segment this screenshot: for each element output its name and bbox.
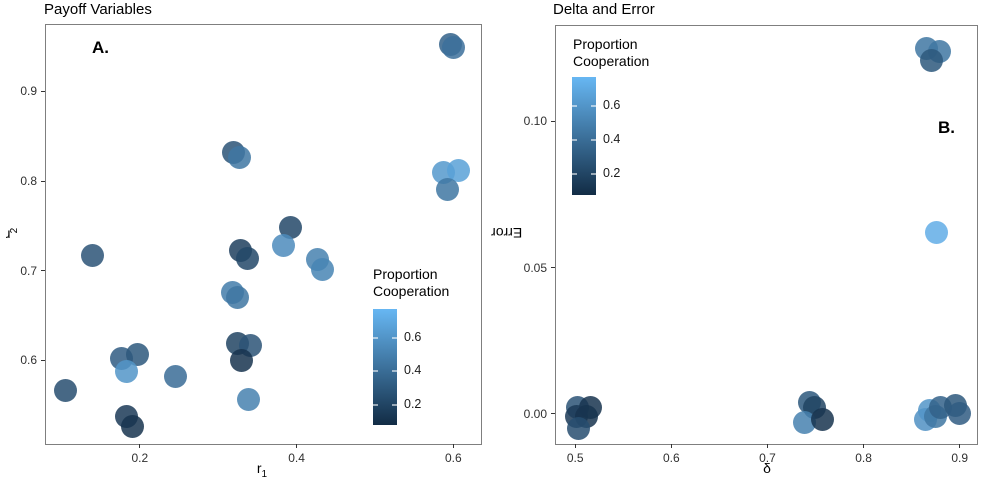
x-axis-tick-label: 0.7 xyxy=(759,451,776,465)
x-axis-tick xyxy=(766,444,768,448)
data-point xyxy=(53,379,77,403)
chart-a-title: Payoff Variables xyxy=(44,1,152,18)
legend-tick-dash xyxy=(591,173,596,176)
data-point xyxy=(446,158,470,182)
x-axis-tick xyxy=(670,444,672,448)
y-axis-tick xyxy=(551,120,555,122)
y-axis-tick-label: 0.7 xyxy=(20,263,37,278)
y-axis-title-text: r xyxy=(5,227,11,244)
y-axis-tick xyxy=(41,270,45,272)
panel-payoff-variables: Payoff Variables A. r1 r2 Proportion Coo… xyxy=(0,1,482,480)
x-axis-tick-label: 0.5 xyxy=(566,451,584,465)
data-point xyxy=(120,415,144,439)
legend-tick-label: 0.6 xyxy=(404,329,422,344)
data-point xyxy=(566,416,590,440)
chart-b-title: Delta and Error xyxy=(553,1,655,18)
data-point xyxy=(793,411,817,435)
y-axis-title-text: Error xyxy=(491,224,523,241)
chart-a-x-axis-title: r1 xyxy=(232,460,292,480)
chart-a-legend-title: Proportion Cooperation xyxy=(373,266,449,300)
chart-b-panel-label: B. xyxy=(938,118,955,137)
y-axis-tick-label: 0.10 xyxy=(523,114,547,129)
x-axis-tick xyxy=(574,444,576,448)
legend-tick-dash xyxy=(392,370,397,373)
data-point xyxy=(235,246,259,270)
x-axis-tick-label: 0.6 xyxy=(445,451,462,465)
chart-b-legend-title: Proportion Cooperation xyxy=(573,36,649,70)
data-point xyxy=(810,408,834,432)
x-axis-title-text: δ xyxy=(763,460,771,476)
legend-tick-dash xyxy=(572,105,577,108)
y-axis-tick xyxy=(551,267,555,269)
y-axis-tick-label: 0.6 xyxy=(20,353,37,368)
chart-b-x-axis-title: δ xyxy=(737,460,797,480)
chart-a-legend-gradient-bar xyxy=(373,309,397,425)
y-axis-tick-label: 0.9 xyxy=(20,84,37,99)
x-axis-tick-label: 0.6 xyxy=(662,451,680,465)
legend-tick-dash xyxy=(373,336,378,339)
data-point xyxy=(80,243,104,267)
y-axis-tick xyxy=(41,359,45,361)
x-axis-tick-label: 0.2 xyxy=(131,451,149,465)
y-axis-tick-label: 0.8 xyxy=(20,174,37,188)
data-point xyxy=(115,359,138,383)
x-axis-title-subscript: 1 xyxy=(261,468,268,480)
legend-tick-label: 0.6 xyxy=(603,98,621,113)
legend-title-line2: Cooperation xyxy=(573,53,650,69)
x-axis-tick xyxy=(959,444,961,448)
legend-tick-label: 0.4 xyxy=(404,363,422,378)
legend-title-line2: Cooperation xyxy=(373,283,450,299)
data-point xyxy=(163,365,187,389)
data-point xyxy=(230,348,254,372)
x-axis-tick-label: 0.4 xyxy=(288,451,305,465)
data-point xyxy=(441,35,465,59)
data-point xyxy=(435,178,459,202)
data-point xyxy=(920,48,944,72)
chart-b-legend-gradient-bar xyxy=(572,77,596,195)
data-point xyxy=(278,216,302,240)
data-point xyxy=(227,146,251,170)
y-axis-tick xyxy=(41,180,45,182)
data-point xyxy=(125,342,149,366)
y-axis-tick xyxy=(41,90,45,92)
legend-tick-dash xyxy=(373,403,378,406)
legend-tick-label: 0.2 xyxy=(404,396,422,411)
x-axis-tick xyxy=(296,444,298,448)
x-axis-tick xyxy=(863,444,865,448)
legend-tick-dash xyxy=(572,139,577,142)
panel-delta-and-error: Delta and Error B. δ Error Proportion Co… xyxy=(491,0,982,482)
legend-tick-label: 0.2 xyxy=(603,166,621,181)
data-point xyxy=(271,234,295,258)
x-axis-tick xyxy=(452,444,454,448)
legend-tick-dash xyxy=(591,105,596,108)
x-axis-tick-label: 0.9 xyxy=(951,451,968,465)
x-axis-title-text: r xyxy=(256,460,262,476)
data-point xyxy=(948,402,972,426)
data-point xyxy=(226,286,250,310)
y-axis-tick-label: 0.00 xyxy=(523,406,547,421)
data-point xyxy=(237,388,261,412)
chart-a-y-axis-title: r2 xyxy=(0,198,20,268)
data-point xyxy=(310,258,334,282)
legend-title-line1: Proportion xyxy=(373,266,438,282)
legend-title-line1: Proportion xyxy=(573,36,638,52)
chart-a-panel-label: A. xyxy=(92,38,109,57)
legend-tick-dash xyxy=(373,370,378,373)
legend-tick-dash xyxy=(572,173,577,176)
x-axis-tick xyxy=(139,444,141,448)
x-axis-tick-label: 0.8 xyxy=(855,451,872,465)
legend-tick-label: 0.4 xyxy=(603,132,621,147)
y-axis-tick xyxy=(551,413,555,415)
chart-b-y-axis-title: Error xyxy=(492,198,523,268)
legend-tick-dash xyxy=(392,336,397,339)
chart-b-plot-area xyxy=(555,25,978,445)
y-axis-tick-label: 0.05 xyxy=(523,260,547,275)
legend-tick-dash xyxy=(392,403,397,406)
chart-a-plot-area xyxy=(45,24,482,445)
legend-tick-dash xyxy=(591,139,596,142)
data-point xyxy=(925,221,949,245)
